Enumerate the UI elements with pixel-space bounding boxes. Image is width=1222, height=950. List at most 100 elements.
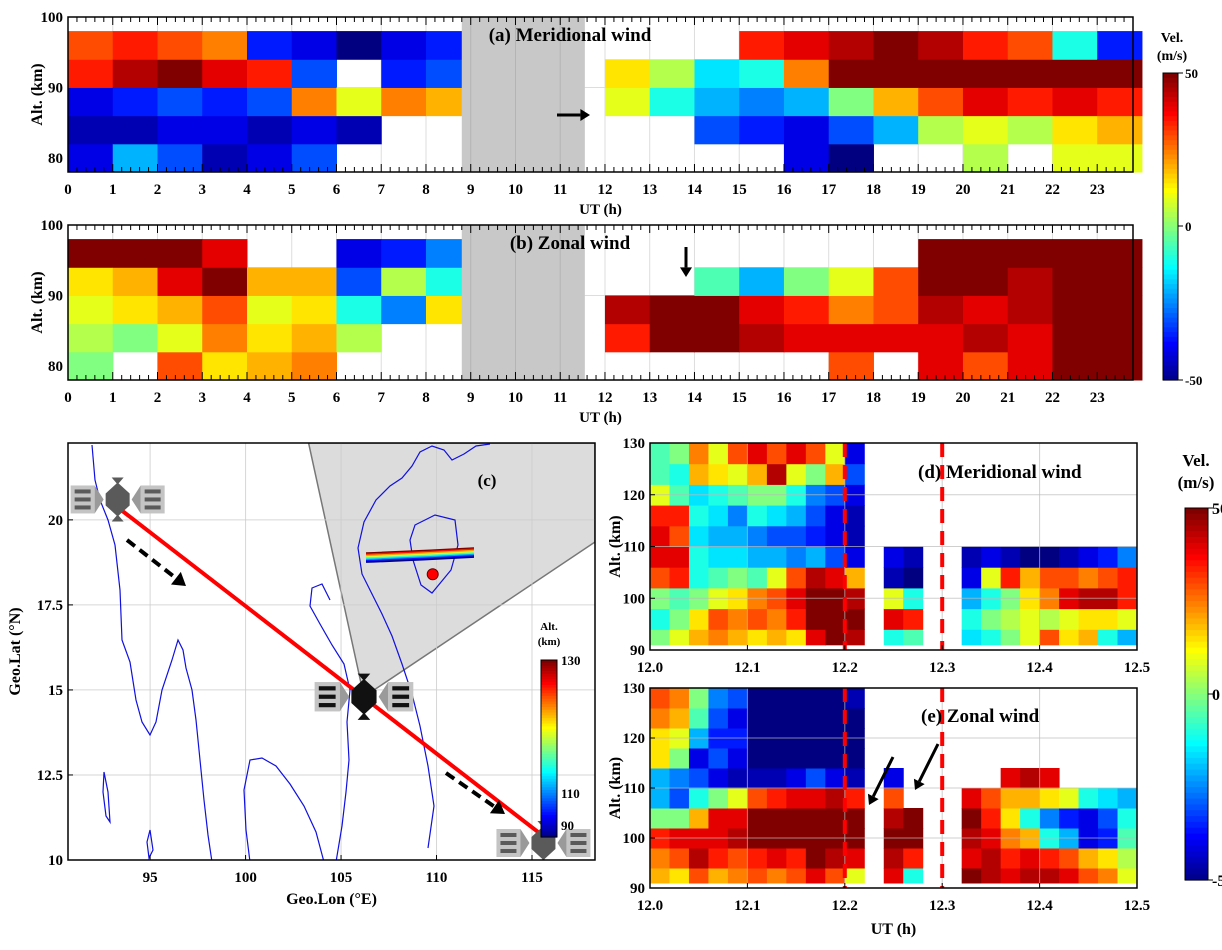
heatmap-cell xyxy=(805,463,826,485)
colorbar-segment xyxy=(1163,144,1178,151)
x-tick-label: 21 xyxy=(1000,182,1015,198)
x-tick-label: 20 xyxy=(955,182,970,198)
heatmap-cell xyxy=(688,808,709,829)
heatmap-cell xyxy=(1007,295,1053,325)
heatmap-cell xyxy=(1098,848,1119,869)
heatmap-cell xyxy=(1059,567,1080,589)
panel-stripe xyxy=(570,848,587,853)
colorbar-segment xyxy=(1163,264,1178,271)
colorbar-segment xyxy=(1163,245,1178,252)
heatmap-cell xyxy=(1020,546,1041,568)
heatmap-cell xyxy=(844,808,865,829)
heatmap-cell xyxy=(1020,808,1041,829)
panel-c: 95 100 105 110 115 10 12.5 15 17.5 20 Geo.Lon (°E)… xyxy=(7,442,596,908)
heatmap-cell xyxy=(1000,629,1021,646)
heatmap-cell xyxy=(828,115,874,145)
heatmap-cell xyxy=(883,567,904,589)
heatmap-cell xyxy=(825,788,846,809)
panel-stripe xyxy=(570,840,587,845)
heatmap-cell xyxy=(739,267,785,296)
heatmap-cell xyxy=(883,868,904,884)
x-tick-label: 19 xyxy=(911,390,926,406)
colorbar-segment xyxy=(1163,192,1178,199)
panel-e: 12.0 12.1 12.2 12.3 12.4 12.5 90 100 110 120 130 UT… xyxy=(607,681,1150,938)
colorbar-segment xyxy=(1185,792,1208,800)
direction-arrow-shaft xyxy=(444,771,496,809)
x-tick-label: 2 xyxy=(154,182,162,198)
heatmap-cell xyxy=(246,87,293,117)
arrow-head xyxy=(680,267,692,277)
heatmap-cell xyxy=(669,525,690,547)
colorbar-segment xyxy=(1185,630,1208,637)
colorbar-segment xyxy=(541,660,557,664)
x-tick-label: 18 xyxy=(866,390,881,406)
x-tick-label: 105 xyxy=(330,870,353,886)
colorbar-segment xyxy=(1163,96,1178,103)
panel-stripe xyxy=(500,848,517,853)
heatmap-cell xyxy=(649,323,695,353)
colorbar-segment xyxy=(541,754,557,758)
satellite-icon xyxy=(314,673,414,720)
colorbar-segment xyxy=(1185,548,1208,556)
heatmap-cell xyxy=(1052,351,1098,381)
panel-stripe xyxy=(318,686,336,691)
colorbar-segment xyxy=(541,765,557,769)
heatmap-cell xyxy=(961,608,982,630)
heatmap-cell xyxy=(918,31,964,60)
panel-stripe xyxy=(318,703,336,708)
colorbar-segment xyxy=(1185,664,1208,672)
heatmap-cell xyxy=(1078,808,1099,829)
panel-stripe xyxy=(74,505,91,510)
colorbar-segment xyxy=(541,792,557,797)
heatmap-cell xyxy=(1117,868,1138,884)
heatmap-cell xyxy=(783,31,830,60)
y-tick-label: 90 xyxy=(48,288,63,304)
colorbar-segment xyxy=(541,695,557,700)
heatmap-cell xyxy=(688,608,709,630)
heatmap-cell xyxy=(1078,788,1099,809)
heatmap-cell xyxy=(708,788,729,809)
heatmap-cell xyxy=(1000,848,1021,869)
x-tick-label: 0 xyxy=(64,182,72,198)
x-tick-label: 7 xyxy=(377,390,385,406)
heatmap-cell xyxy=(981,808,1002,829)
heatmap-cell xyxy=(786,868,807,884)
colorbar-segment xyxy=(1185,554,1208,561)
y-tick-label: 120 xyxy=(623,488,646,504)
heatmap-cell xyxy=(694,59,740,88)
heatmap-cell xyxy=(688,629,709,646)
heatmap-cell xyxy=(650,567,670,589)
heatmap-cell xyxy=(828,267,874,296)
colorbar-segment xyxy=(1185,670,1208,678)
colorbar-segment xyxy=(1163,370,1178,376)
heatmap-cell xyxy=(825,463,846,485)
heatmap-cell xyxy=(962,115,1009,145)
x-tick-label: 15 xyxy=(732,182,747,198)
colorbar-label: Alt. xyxy=(540,621,558,633)
colorbar-segment xyxy=(1163,207,1178,213)
colorbar-segment xyxy=(1185,711,1208,718)
colorbar-segment xyxy=(1163,149,1178,156)
heatmap-cell xyxy=(739,295,785,325)
heatmap-cell xyxy=(202,267,248,296)
colorbar-segment xyxy=(541,828,557,833)
heatmap-cell xyxy=(688,567,709,589)
heatmap-cell xyxy=(1059,546,1080,568)
no-data-band xyxy=(461,225,585,380)
x-tick-label: 14 xyxy=(687,182,703,198)
heatmap-cell xyxy=(873,31,919,60)
heatmap-cell xyxy=(246,295,293,325)
heatmap-cell xyxy=(291,143,337,173)
colorbar-segment xyxy=(541,776,557,780)
heatmap-cell xyxy=(157,267,203,296)
x-tick-label: 95 xyxy=(143,870,158,886)
x-axis-label: UT (h) xyxy=(579,410,622,426)
satellite-body xyxy=(351,678,377,715)
heatmap-cell xyxy=(650,788,670,809)
heatmap-cell xyxy=(157,351,203,381)
heatmap-cell xyxy=(246,115,293,145)
heatmap-cell xyxy=(1097,267,1143,296)
heatmap-cell xyxy=(981,868,1002,884)
colorbar-segment xyxy=(1185,856,1208,864)
heatmap-cell xyxy=(1039,868,1060,884)
